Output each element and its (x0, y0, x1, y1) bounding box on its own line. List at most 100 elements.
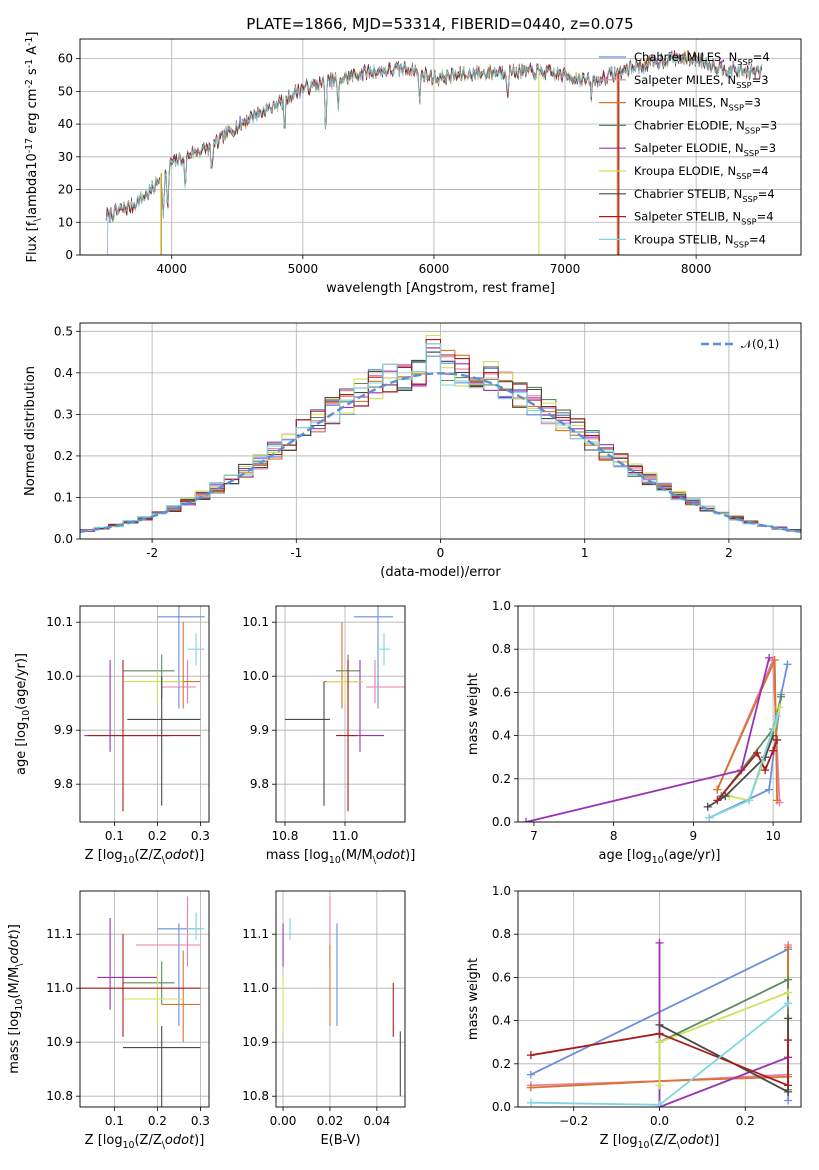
x-tick-label: 0.02 (317, 1114, 344, 1128)
spectrum-chart: 4000 5000 6000 7000 8000 0 10 20 30 40 50 60 wavelen… (24, 32, 802, 296)
age_vs_Z-plot-area (84, 606, 205, 812)
figure-title: PLATE=1866, MJD=53314, FIBERID=0440, z=0… (246, 15, 633, 33)
x-tick-label: 0.2 (736, 1114, 755, 1128)
weight-marker (770, 656, 779, 664)
y-tick-label: 10.8 (46, 1089, 73, 1103)
y-tick-label: 0.6 (492, 685, 511, 699)
y-tick-label: 0.5 (54, 324, 73, 338)
weight-marker (773, 712, 782, 721)
y-tick-label: 10.1 (242, 615, 269, 629)
weight-series-salpeter-elodie (655, 938, 793, 1107)
axes-frame (275, 890, 406, 1108)
legend-item-kroupa-miles: Kroupa MILES, NSSP=3 (599, 96, 761, 113)
x-tick-label: -1 (290, 546, 302, 560)
weight-marker (775, 703, 784, 712)
point-kroupa-stelib (378, 633, 390, 666)
y-tick-label: 10.0 (46, 669, 73, 683)
legend-label: Kroupa MILES, NSSP=3 (634, 96, 761, 113)
age_vs_Z-x-axis-label: Z [log10(Z/Z\odot)] (85, 848, 205, 866)
y-tick-label: 0.2 (492, 772, 511, 786)
spectrum-plot-area (105, 49, 763, 255)
legend-label: Chabrier ELODIE, NSSP=3 (634, 118, 777, 135)
weight-series-kroupa-stelib (705, 712, 782, 822)
weight-marker (784, 988, 793, 997)
point-chabrier-miles (354, 606, 393, 709)
weight-series-salpeter-stelib (713, 735, 782, 805)
weight-line (716, 659, 778, 801)
age_vs_Z-y-axis-label: age [log10(age/yr)] (14, 653, 32, 775)
weight-marker (721, 792, 730, 801)
point-salpeter-elodie (97, 918, 158, 1010)
y-tick-label: 11.0 (242, 981, 269, 995)
age_vs_mass-plot-area (285, 606, 405, 812)
weight-line (530, 1032, 789, 1087)
weight-marker (784, 943, 793, 952)
spectrum-line-kroupa-stelib (105, 51, 763, 221)
y-tick-label: 20 (58, 183, 73, 197)
normal-legend-label: 𝒩(0,1) (741, 337, 779, 351)
weight-line (707, 735, 774, 808)
x-tick-label: 1 (581, 546, 589, 560)
point-kroupa-stelib (187, 633, 205, 666)
residual_hist-y-axis-label: Normed distribution (23, 366, 38, 496)
weight-marker (521, 818, 530, 822)
point-chabrier-miles (157, 923, 201, 1026)
weight-marker (655, 1020, 664, 1029)
weight-marker (765, 653, 774, 662)
point-kroupa-miles (161, 950, 201, 1043)
y-tick-label: 0.4 (492, 729, 511, 743)
normal-legend: 𝒩(0,1) (701, 337, 779, 351)
weight-marker (713, 785, 722, 794)
weight-marker (773, 735, 782, 744)
point-kroupa-miles (324, 622, 363, 709)
y-tick-label: 11.1 (46, 927, 73, 941)
mass_vs_ebv-x-axis-label: E(B-V) (320, 1133, 360, 1148)
weight_vs_age-chart: 7 8 9 10 0.0 0.2 0.4 0.6 0.8 1.0 age [log10(age/yr… (466, 599, 802, 866)
weight_vs_age-y-axis-label: mass weight (466, 673, 481, 755)
mass_vs_ebv-plot-area (282, 896, 401, 1097)
weight-marker (655, 1100, 664, 1107)
weight-marker (655, 1081, 664, 1090)
weight_vs_Z-y-axis-label: mass weight (466, 958, 481, 1040)
x-tick-label: 11.0 (332, 829, 359, 843)
point-kroupa-miles (161, 622, 201, 709)
y-tick-label: 10.0 (242, 669, 269, 683)
x-tick-label: 7000 (550, 262, 581, 276)
point-kroupa-elodie (123, 670, 184, 704)
weight-marker (705, 813, 714, 822)
y-tick-label: 0.2 (54, 449, 73, 463)
weight-marker (526, 1070, 535, 1079)
y-tick-label: 0.4 (54, 366, 73, 380)
weight-marker (753, 748, 762, 757)
point-kroupa-elodie (327, 670, 363, 704)
point-kroupa-stelib (187, 912, 205, 940)
x-tick-label: 5000 (288, 262, 319, 276)
y-tick-label: 10.9 (46, 1035, 73, 1049)
weight-line (708, 664, 789, 819)
y-tick-label: 10.8 (242, 1089, 269, 1103)
y-tick-label: 1.0 (492, 599, 511, 613)
weight-series-salpeter-stelib (526, 1029, 793, 1090)
y-tick-label: 0.0 (54, 532, 73, 546)
axes-frame (79, 605, 210, 823)
y-tick-label: 9.8 (250, 777, 269, 791)
legend-item-kroupa-stelib: Kroupa STELIB, NSSP=4 (599, 232, 766, 249)
x-tick-label: 0 (437, 546, 445, 560)
legend-label: Chabrier MILES, NSSP=4 (634, 50, 770, 67)
x-tick-label: 0.1 (105, 1114, 124, 1128)
weight-marker (526, 1083, 535, 1092)
y-tick-label: 9.9 (54, 723, 73, 737)
point-chabrier-stelib (127, 676, 201, 806)
y-tick-label: 0 (65, 248, 73, 262)
weight-marker (784, 1081, 793, 1090)
weight_vs_Z-chart: −0.2 0.0 0.2 0.0 0.2 0.4 0.6 0.8 1.0 Z [log10(Z/Z… (466, 884, 802, 1151)
x-tick-label: 7 (530, 829, 538, 843)
weight_vs_Z-x-axis-label: Z [log10(Z/Z\odot)] (600, 1133, 720, 1151)
residual_hist-chart: -2 -1 0 1 2 0.0 0.1 0.2 0.3 0.4 0.5 (data-model)/er… (23, 322, 802, 580)
x-tick-label: 6000 (419, 262, 450, 276)
age_vs_mass-x-axis-label: mass [log10(M/M\odot)] (266, 848, 416, 866)
legend-item-kroupa-elodie: Kroupa ELODIE, NSSP=4 (599, 164, 769, 181)
legend-item-chabrier-stelib: Chabrier STELIB, NSSP=4 (599, 187, 775, 204)
legend-label: Chabrier STELIB, NSSP=4 (634, 187, 775, 204)
y-tick-label: 11.1 (242, 927, 269, 941)
